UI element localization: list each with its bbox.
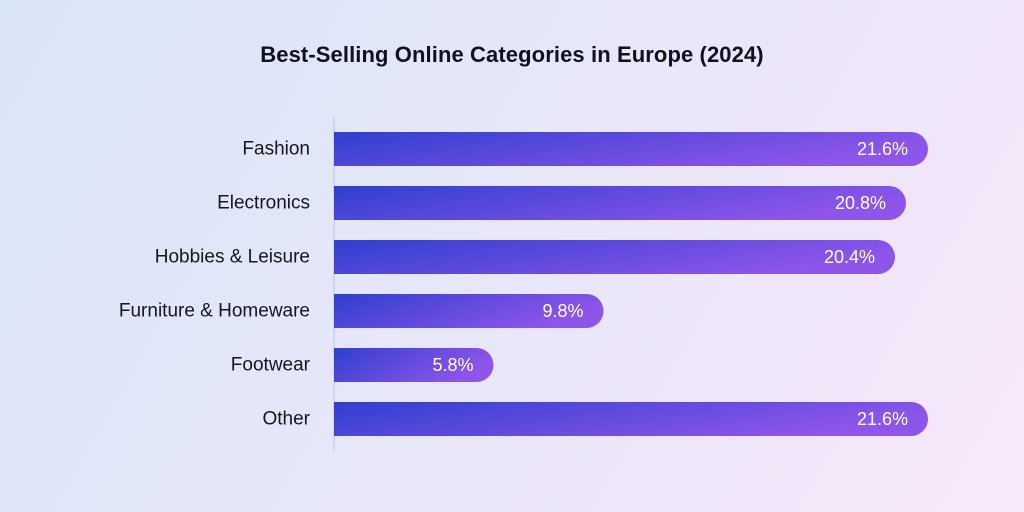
value-label-electronics: 20.8% [835, 193, 886, 213]
category-label-furniture-and-homeware: Furniture & Homeware [119, 301, 310, 322]
category-label-other: Other [262, 409, 310, 430]
category-label-footwear: Footwear [231, 355, 311, 376]
category-label-fashion: Fashion [242, 139, 310, 160]
bar-other [334, 402, 928, 436]
category-label-hobbies-and-leisure: Hobbies & Leisure [155, 247, 310, 268]
bar-hobbies-and-leisure [334, 240, 895, 274]
value-label-fashion: 21.6% [857, 139, 908, 159]
bar-electronics [334, 186, 906, 220]
chart-title: Best-Selling Online Categories in Europe… [260, 42, 764, 67]
value-label-other: 21.6% [857, 409, 908, 429]
bar-fashion [334, 132, 928, 166]
category-label-electronics: Electronics [217, 193, 310, 214]
value-label-hobbies-and-leisure: 20.4% [824, 247, 875, 267]
value-label-footwear: 5.8% [432, 355, 473, 375]
bar-footwear [334, 348, 494, 382]
value-label-furniture-and-homeware: 9.8% [542, 301, 583, 321]
bar-furniture-and-homeware [334, 294, 604, 328]
